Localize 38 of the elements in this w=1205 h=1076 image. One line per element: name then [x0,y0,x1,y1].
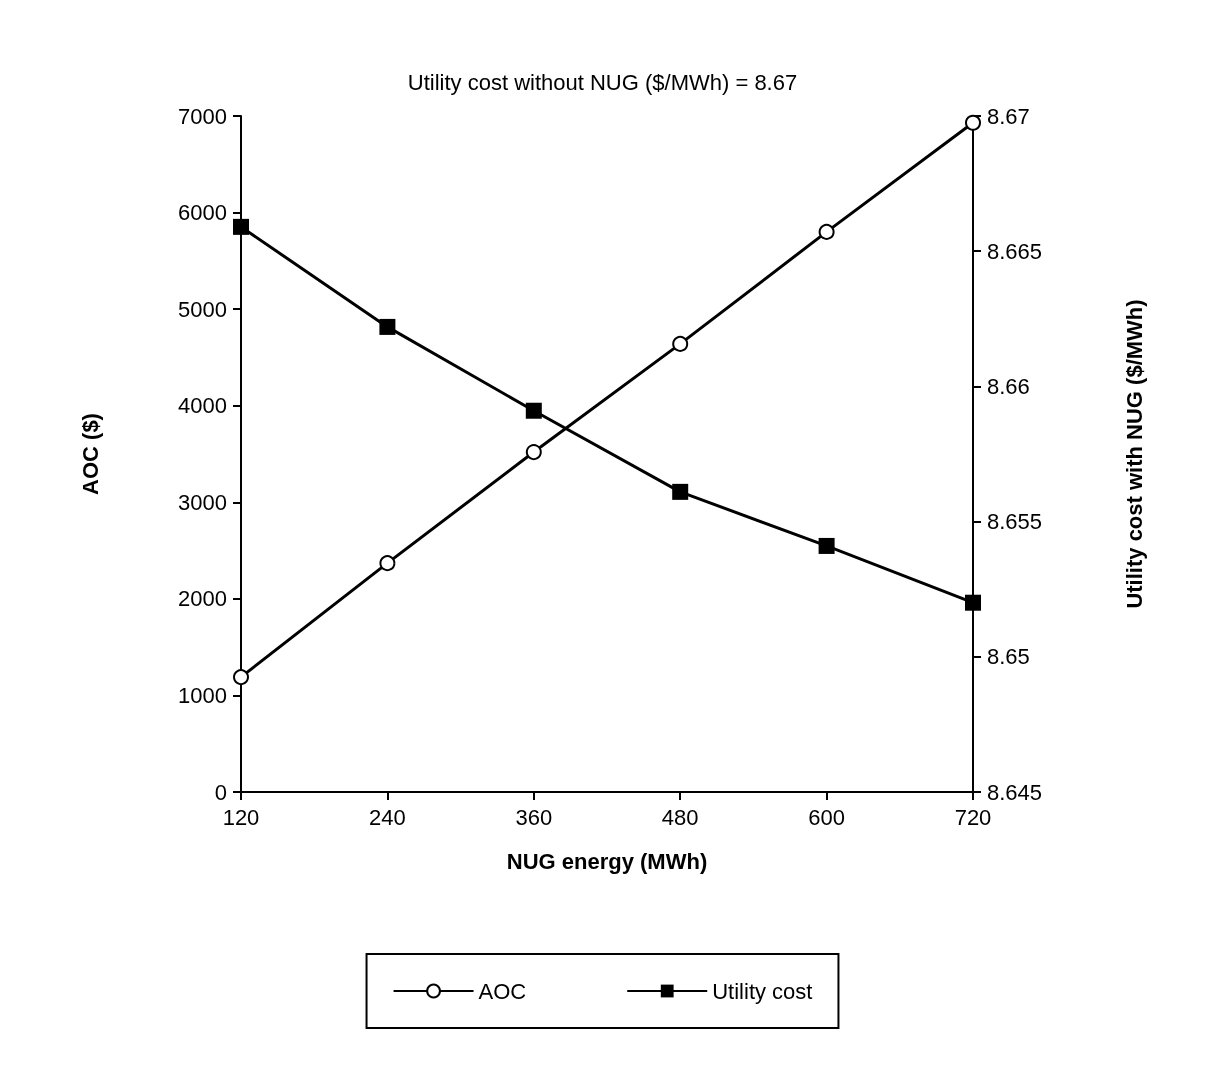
y-tick-label: 7000 [178,103,227,129]
y-tick-label: 4000 [178,393,227,419]
x-tick-label: 600 [808,804,845,830]
point [525,402,542,419]
x-tick-label: 120 [222,804,260,830]
point [379,555,396,572]
legend-label: Utility cost [712,978,813,1004]
point [818,537,835,554]
y-tick-label: 1000 [178,682,227,708]
y2-tick-label: 8.66 [987,373,1030,399]
x-tick-label: 720 [954,804,992,830]
point [379,318,396,335]
y-tick-label: 6000 [178,200,227,226]
point [965,594,981,611]
y-tick-label: 3000 [178,489,227,515]
x-tick-label: 480 [661,804,699,830]
legend-label: AOC [478,978,527,1004]
point [672,335,689,352]
x-tick-label: 360 [515,804,553,830]
x-tick-label: 240 [369,804,406,830]
point [818,223,835,240]
point [672,483,689,500]
point [233,218,249,235]
y2-tick-label: 8.67 [987,103,1030,129]
y-tick-label: 2000 [178,586,227,612]
y-tick-label: 5000 [178,296,227,322]
y-axis-title: AOC ($) [77,413,103,495]
point [965,114,981,131]
y2-tick-label: 8.655 [987,509,1043,535]
y2-tick-label: 8.65 [987,644,1030,670]
y-tick-label: 0 [214,779,227,805]
y2-axis-title: Utility cost with NUG ($/MWh) [1121,299,1147,609]
x-axis-title: NUG energy (MWh) [506,848,708,874]
point [233,669,249,686]
point [525,444,542,461]
chart-title: Utility cost without NUG ($/MWh) = 8.67 [407,69,798,95]
y2-tick-label: 8.665 [987,238,1043,264]
y2-tick-label: 8.645 [987,779,1043,805]
